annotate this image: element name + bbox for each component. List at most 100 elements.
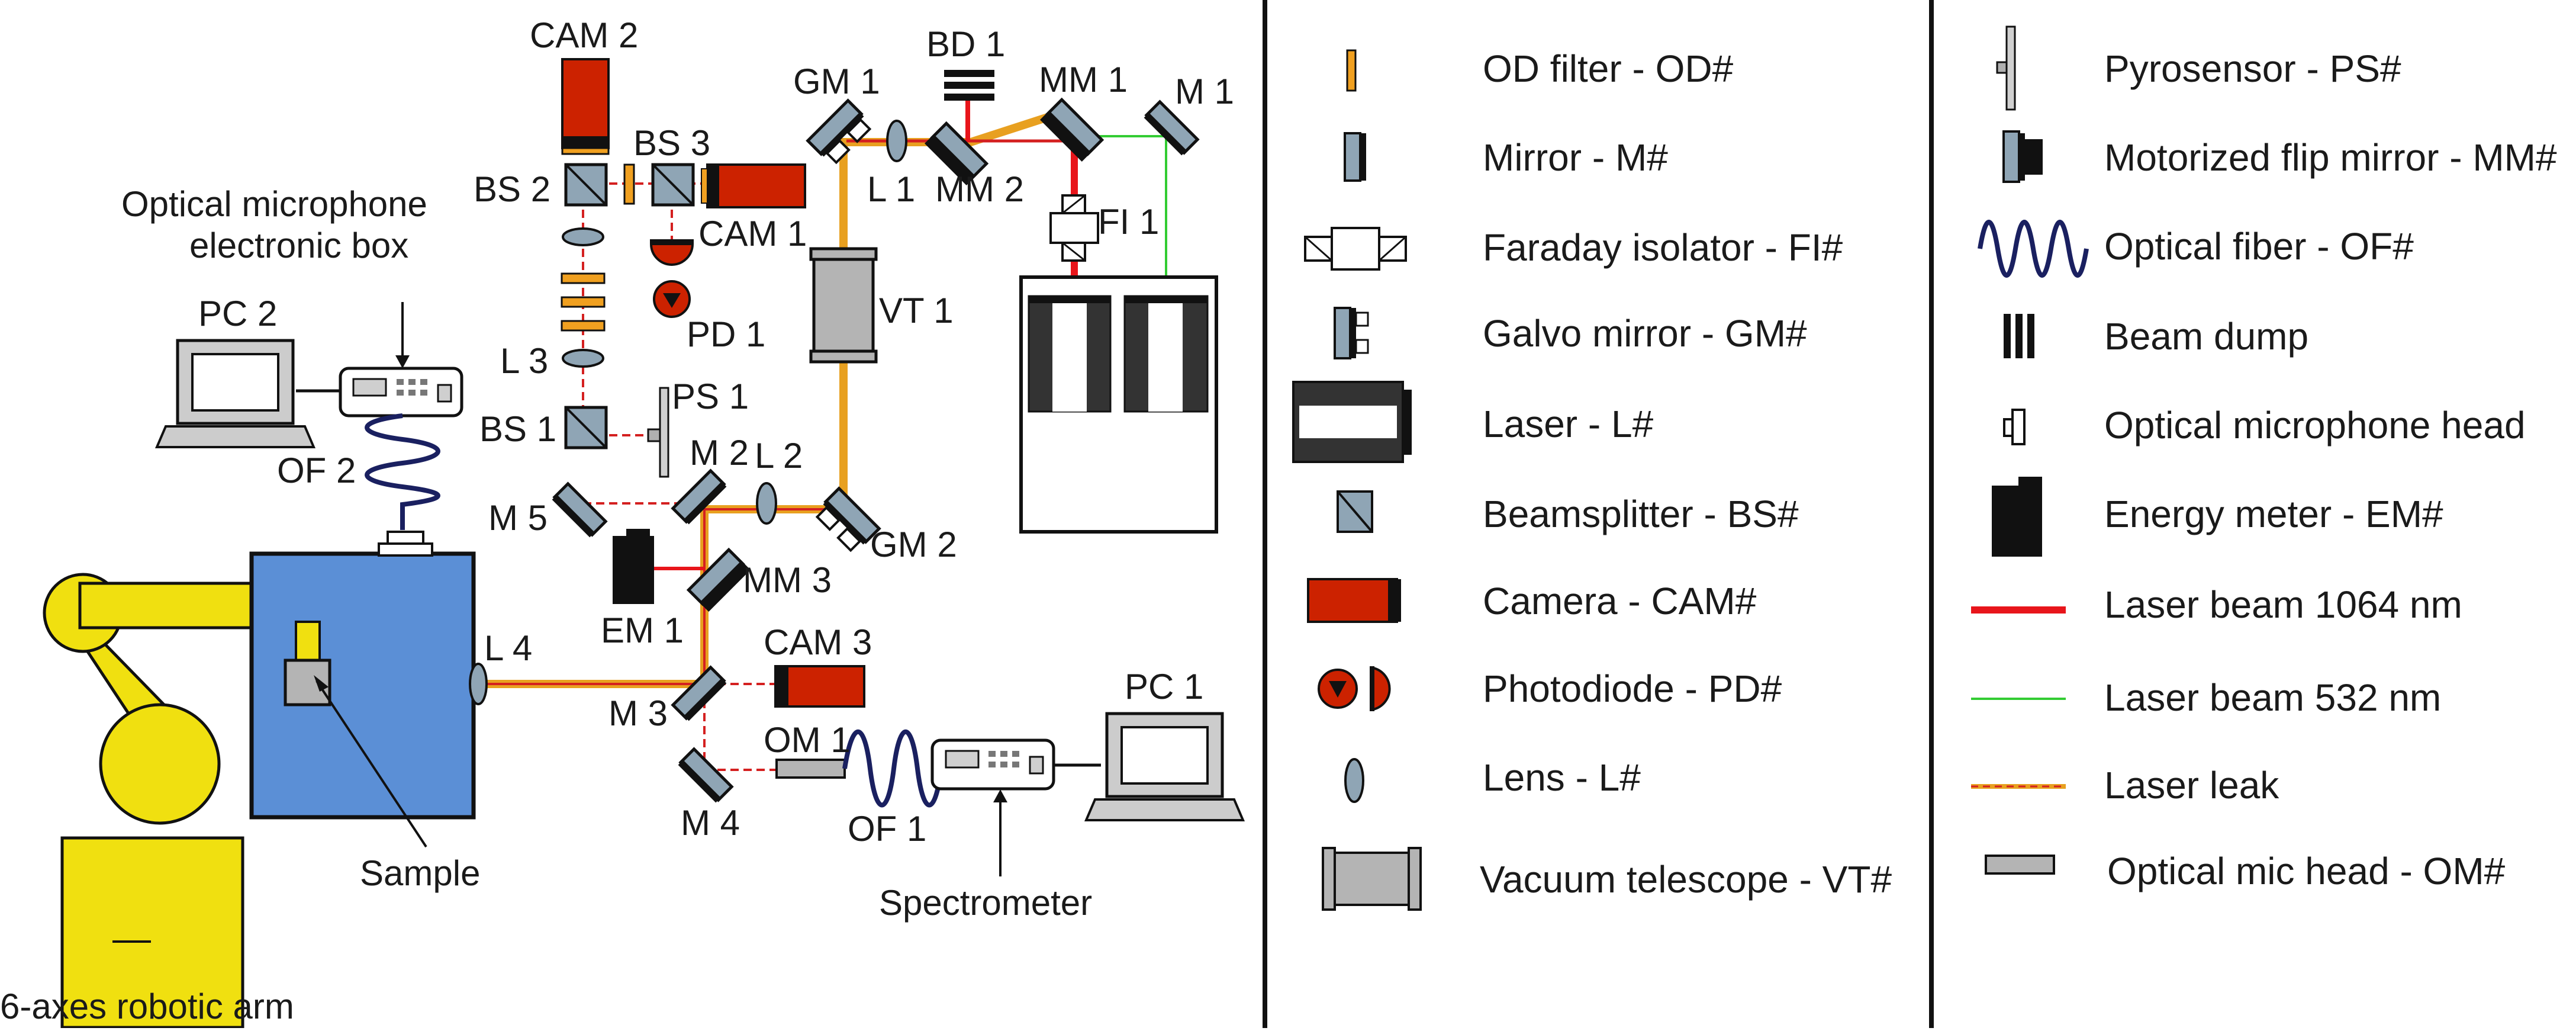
beamsplitter-bs1 (566, 407, 606, 448)
legend-camera: Camera - CAM# (1483, 580, 1757, 622)
optical-microphone-head-icon (2003, 409, 2026, 445)
om2-head-base (378, 542, 433, 557)
laser-icon (1292, 381, 1412, 463)
sample-arrow (315, 680, 427, 848)
label-spectrometer: Spectrometer (879, 883, 1092, 923)
label-om-box-line1: Optical microphone (121, 184, 427, 224)
pyrosensor-ps1-body (647, 428, 661, 442)
pc2 (154, 339, 343, 448)
label-bd1: BD 1 (926, 24, 1005, 64)
legend-flip-mirror: Motorized flip mirror - MM# (2104, 136, 2557, 179)
galvo-mirror-gm1 (808, 101, 873, 166)
legend-beam-dump: Beam dump (2104, 315, 2308, 358)
label-l2: L 2 (755, 436, 803, 476)
vacuum-telescope-vt1 (809, 247, 878, 364)
legend-mirror: Mirror - M# (1483, 136, 1668, 179)
om2-head-top (387, 531, 424, 545)
label-om-box-line2: electronic box (189, 226, 408, 265)
legend-column-2: Pyrosensor - PS# Motorized flip mirror -… (1971, 25, 2557, 892)
laser-head-1064 (1028, 295, 1112, 413)
pyrosensor-ps1-plate (659, 387, 669, 478)
label-mm2: MM 2 (935, 169, 1024, 209)
robot-gripper (295, 621, 321, 661)
beam-dump-bd1 (944, 70, 994, 101)
label-l3: L 3 (500, 341, 548, 381)
label-pd1: PD 1 (687, 314, 765, 354)
label-cam2: CAM 2 (530, 15, 638, 55)
label-fi1: FI 1 (1098, 202, 1159, 242)
legend-energy-meter: Energy meter - EM# (2104, 493, 2443, 535)
label-cam1: CAM 1 (698, 214, 807, 253)
label-ps1: PS 1 (672, 377, 749, 416)
legend-pyrosensor: Pyrosensor - PS# (2104, 47, 2401, 90)
legend-om-head-om: Optical mic head - OM# (2107, 850, 2506, 892)
legend-beam-1064: Laser beam 1064 nm (2104, 583, 2462, 626)
label-pc2: PC 2 (198, 294, 277, 333)
beamsplitter-icon (1337, 490, 1373, 533)
optical-mic-head-icon (1985, 855, 2055, 875)
label-sample: Sample (360, 853, 480, 893)
label-om1: OM 1 (764, 720, 851, 760)
label-m1: M 1 (1175, 72, 1234, 111)
sample-holder (284, 659, 331, 706)
label-m2: M 2 (690, 433, 749, 473)
camera-cam1-lens (707, 165, 719, 207)
camera-cam1 (706, 163, 806, 208)
label-m4: M 4 (681, 803, 740, 843)
label-bs2: BS 2 (474, 169, 550, 209)
label-cam3: CAM 3 (764, 622, 872, 662)
od-filter-bs2-bs3 (623, 163, 635, 205)
legend-faraday: Faraday isolator - FI# (1483, 226, 1843, 269)
label-of2: OF 2 (277, 451, 356, 490)
legend-vacuum-telescope: Vacuum telescope - VT# (1480, 858, 1892, 901)
motorized-flip-mirror-icon (2002, 130, 2043, 183)
label-robot-arm: 6-axes robotic arm (0, 987, 294, 1026)
beamsplitter-bs3 (653, 165, 693, 205)
legend-galvo: Galvo mirror - GM# (1483, 312, 1807, 355)
mirror-m2 (673, 471, 727, 525)
optical-mic-head-om1 (775, 759, 846, 779)
legend-od-filter: OD filter - OD# (1483, 47, 1734, 90)
legend-photodiode: Photodiode - PD# (1483, 667, 1782, 710)
spectrometer-arrowhead (993, 789, 1007, 802)
label-pc1: PC 1 (1125, 667, 1203, 706)
faraday-isolator-fi1 (1049, 194, 1099, 262)
laser-head-532 (1123, 295, 1209, 413)
label-gm2: GM 2 (870, 525, 957, 564)
label-m3: M 3 (608, 693, 668, 733)
od-filter-icon (1346, 49, 1357, 92)
camera-cam3 (774, 665, 865, 708)
camera-cam3-lens (775, 666, 788, 706)
label-mm1: MM 1 (1039, 60, 1128, 99)
legend-optical-fiber: Optical fiber - OF# (2104, 225, 2414, 268)
galvo-mirror-gm2 (814, 489, 879, 554)
robot-shoulder-joint (99, 703, 221, 825)
od-filter-2 (561, 296, 606, 308)
cam2-od-filter (561, 147, 610, 155)
camera-cam2-lens (562, 136, 608, 148)
label-l1: L 1 (867, 169, 915, 209)
label-bs1: BS 1 (479, 409, 556, 449)
sample-arrowhead (314, 675, 329, 692)
lens-upper-l3 (562, 227, 604, 246)
label-mm3: MM 3 (743, 560, 832, 600)
lens-icon (1344, 758, 1364, 803)
legend-laser-leak: Laser leak (2104, 764, 2279, 807)
camera-icon (1307, 578, 1401, 623)
photodiode-pd1-half (649, 243, 694, 266)
lens-l3 (562, 349, 604, 368)
vacuum-telescope-icon (1322, 847, 1422, 911)
energy-meter-em1 (613, 529, 654, 604)
label-em1: EM 1 (601, 611, 684, 650)
mirror-icon (1344, 132, 1361, 182)
beamsplitter-bs2 (566, 165, 606, 205)
flip-mirror-mm3 (688, 549, 751, 612)
legend-beam-532: Laser beam 532 nm (2104, 676, 2441, 719)
photodiode-icon (1318, 666, 1391, 711)
om-box-arrowhead (395, 355, 410, 368)
label-of1: OF 1 (848, 809, 926, 849)
mirror-m3 (673, 667, 727, 721)
label-gm1: GM 1 (793, 62, 880, 101)
